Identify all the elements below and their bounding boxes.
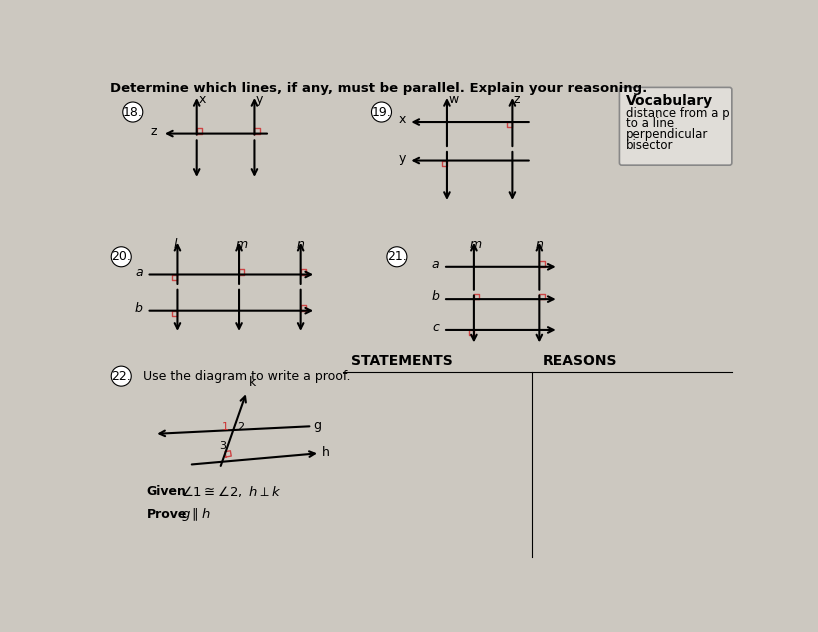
Text: x: x [398,113,406,126]
Text: Given: Given [146,485,187,498]
Text: 19.: 19. [371,106,391,119]
Circle shape [111,366,131,386]
Text: 20.: 20. [111,250,131,264]
Circle shape [123,102,143,122]
Text: $\angle 1 \cong \angle 2,\ h \perp k$: $\angle 1 \cong \angle 2,\ h \perp k$ [182,484,282,499]
Text: m: m [470,238,482,250]
Text: Use the diagram to write a proof.: Use the diagram to write a proof. [143,370,350,382]
Circle shape [371,102,392,122]
Text: c: c [433,321,439,334]
Text: g: g [314,419,321,432]
Text: a: a [432,258,439,271]
Text: distance from a p: distance from a p [627,107,730,119]
Text: perpendicular: perpendicular [627,128,708,141]
Text: m: m [236,238,247,250]
FancyBboxPatch shape [619,87,732,165]
Text: 21.: 21. [387,250,407,264]
Text: Determine which lines, if any, must be parallel. Explain your reasoning.: Determine which lines, if any, must be p… [110,82,648,95]
Text: $g \parallel h$: $g \parallel h$ [182,506,211,523]
Text: y: y [398,152,406,165]
Text: REASONS: REASONS [543,354,618,368]
Text: Vocabulary: Vocabulary [627,94,713,108]
Text: z: z [514,93,520,106]
Text: y: y [256,93,263,106]
Text: k: k [249,376,256,389]
Text: b: b [135,302,143,315]
Text: z: z [151,125,157,138]
Text: b: b [431,290,439,303]
Text: n: n [297,238,304,250]
Text: a: a [135,265,143,279]
Text: w: w [448,93,459,106]
Circle shape [387,246,407,267]
Text: n: n [536,238,543,250]
Text: Prove: Prove [146,508,187,521]
Text: 2: 2 [236,422,244,432]
Text: 3: 3 [219,441,226,451]
Text: l: l [173,238,177,250]
Text: to a line: to a line [627,118,675,130]
Text: h: h [321,446,330,459]
Text: 18.: 18. [123,106,142,119]
Text: x: x [198,93,205,106]
Text: 1: 1 [222,422,229,432]
Text: STATEMENTS: STATEMENTS [351,354,452,368]
Circle shape [111,246,131,267]
Text: 22.: 22. [111,370,131,382]
Text: bisector: bisector [627,139,674,152]
